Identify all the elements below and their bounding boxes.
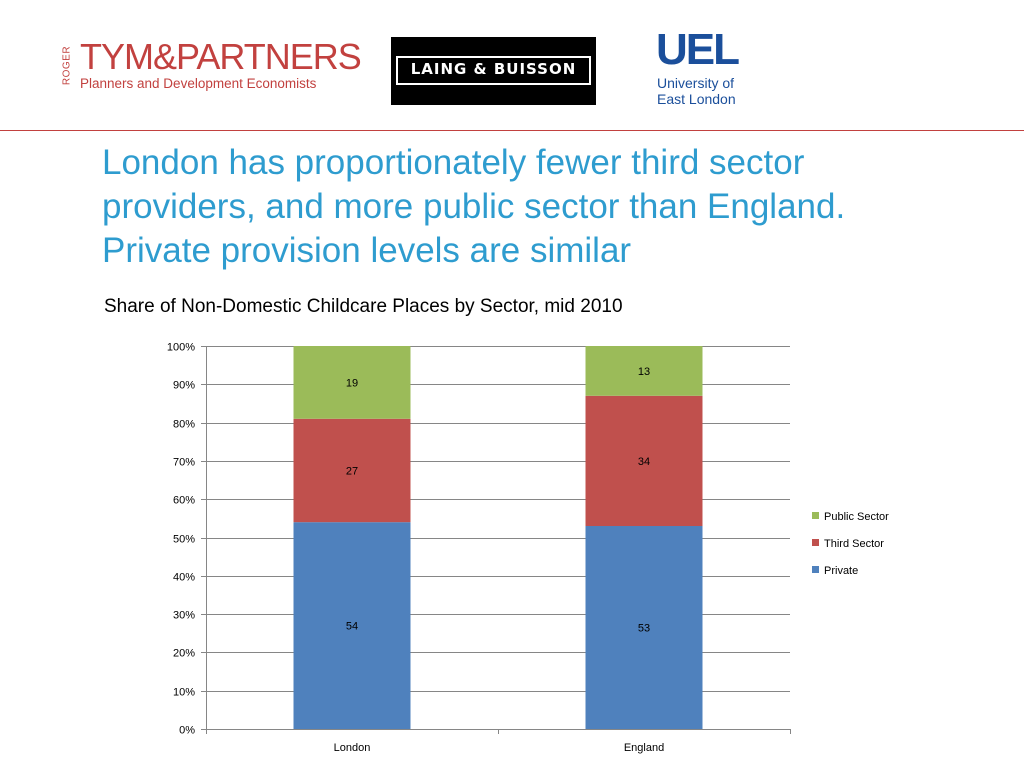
data-label: 53 [638,623,650,635]
logo-strip: ROGER TYM&PARTNERS Planners and Developm… [0,0,1024,132]
bar-public-sector-england [585,346,703,396]
legend-label: Third Sector [824,538,884,550]
x-tick-label: England [624,742,664,754]
headline-line-3: Private provision levels are similar [102,231,632,270]
bar-private-england [585,526,703,729]
headline-line-1: London has proportionately fewer third s… [102,143,805,182]
data-label: 27 [346,465,358,477]
y-tick-label: 0% [179,725,195,737]
legend-swatch [812,512,819,519]
data-label: 19 [346,377,358,389]
data-label: 54 [346,621,358,633]
y-tick-label: 60% [173,495,195,507]
uel-name-line2: East London [657,91,736,107]
legend-swatch [812,539,819,546]
rtp-brand-name: TYM&PARTNERS [80,36,362,77]
data-label: 34 [638,456,650,468]
y-tick-label: 20% [173,648,195,660]
legend-label: Public Sector [824,511,889,523]
uel-logo: UEL University of East London [656,28,766,111]
roger-tym-partners-logo: ROGER TYM&PARTNERS Planners and Developm… [60,36,362,100]
y-tick-label: 80% [173,419,195,431]
chart-title: Share of Non-Domestic Childcare Places b… [104,296,623,317]
slide-headline: London has proportionately fewer third s… [102,141,1002,273]
bar-public-sector-london [293,346,411,419]
y-tick-label: 90% [173,380,195,392]
legend-label: Private [824,565,858,577]
uel-mark: UEL [656,25,740,74]
header-divider [0,130,1024,131]
headline-line-2: providers, and more public sector than E… [102,187,846,226]
data-label: 13 [638,366,650,378]
uel-name-line1: University of [657,75,735,91]
bar-private-london [293,522,411,729]
y-tick-label: 100% [167,342,195,354]
y-tick-label: 30% [173,610,195,622]
bar-third-sector-england [585,395,703,527]
x-tick-label: London [334,742,371,754]
legend-swatch [812,566,819,573]
bar-third-sector-london [293,418,411,523]
laing-buisson-label: LAING & BUISSON [410,60,577,78]
rtp-tagline: Planners and Development Economists [80,76,317,91]
y-tick-label: 50% [173,534,195,546]
y-tick-label: 10% [173,687,195,699]
laing-buisson-logo: LAING & BUISSON [391,37,596,105]
y-tick-label: 40% [173,572,195,584]
y-tick-label: 70% [173,457,195,469]
